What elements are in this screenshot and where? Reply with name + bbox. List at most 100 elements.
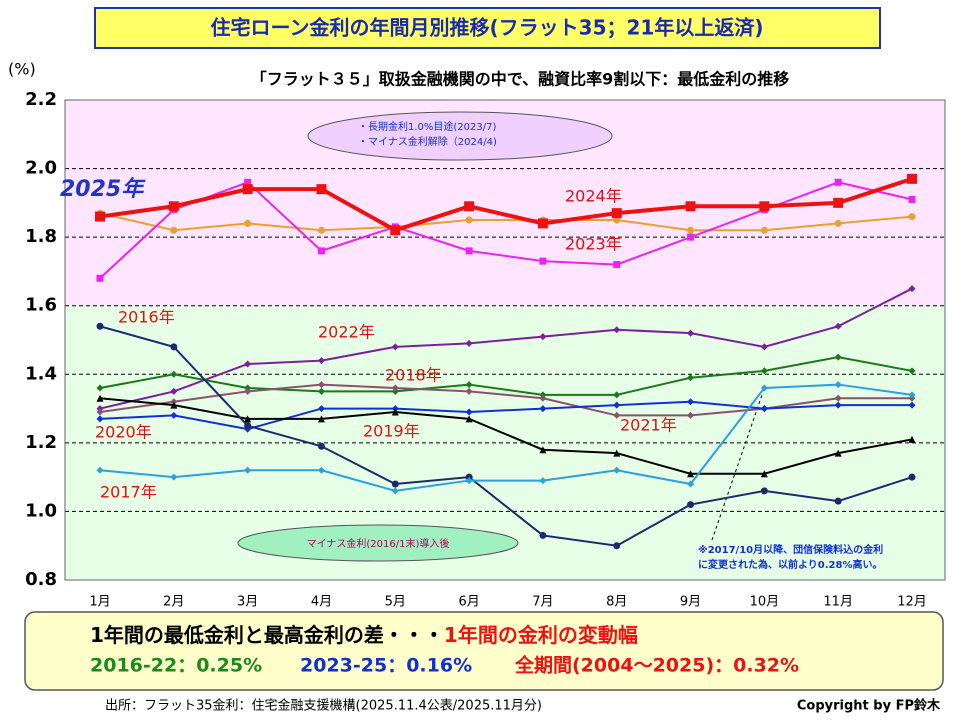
x-tick-label: 2月 — [163, 595, 184, 610]
point — [96, 384, 104, 392]
point — [611, 208, 622, 219]
point — [465, 477, 473, 485]
point — [539, 257, 547, 265]
point — [613, 391, 621, 399]
point — [96, 322, 104, 330]
point — [613, 466, 621, 474]
point — [317, 442, 325, 450]
point — [908, 435, 916, 443]
point — [391, 384, 399, 392]
point — [908, 195, 916, 203]
point — [759, 201, 770, 212]
series-label: 2020年 — [95, 423, 152, 442]
point — [613, 542, 621, 550]
annotation-bubble — [307, 111, 613, 161]
point — [465, 415, 473, 423]
point — [908, 213, 916, 221]
series-label: 2024年 — [565, 187, 622, 206]
point — [539, 477, 547, 485]
subtitle: 「フラット３５」取扱金融機関の中で、融資比率9割以下：最低金利の推移 — [251, 70, 790, 89]
point — [244, 422, 252, 430]
point — [170, 411, 178, 419]
point — [244, 219, 252, 227]
point — [317, 357, 325, 365]
x-tick-label: 3月 — [237, 595, 258, 610]
x-tick-label: 5月 — [385, 595, 406, 610]
point — [242, 184, 253, 195]
x-tick-label: 7月 — [532, 595, 553, 610]
point — [391, 487, 399, 495]
point — [687, 398, 695, 406]
point — [170, 473, 178, 481]
y-tick-label: 1.2 — [25, 432, 57, 453]
x-tick-label: 11月 — [823, 595, 853, 610]
annotation: マイナス金利(2016/1末)導入後 — [307, 537, 450, 550]
series-line — [99, 383, 912, 417]
series-line — [99, 400, 912, 431]
point — [96, 274, 104, 282]
point — [760, 343, 768, 351]
point — [760, 384, 768, 392]
point — [687, 233, 695, 241]
annotation-bubble — [237, 524, 519, 562]
x-tick-label: 8月 — [606, 595, 627, 610]
series-label: 2023年 — [565, 235, 622, 254]
summary-heading-red: 1年間の金利の変動幅 — [444, 623, 638, 647]
point — [95, 211, 105, 222]
source: 出所：フラット35金利：住宅金融支援機構(2025.11.4公表/2025.11… — [105, 698, 542, 714]
point — [613, 449, 621, 457]
point — [685, 201, 696, 212]
point — [908, 367, 916, 375]
point — [908, 401, 916, 409]
band-lower — [65, 305, 945, 580]
point — [464, 201, 475, 212]
series-line — [99, 287, 913, 410]
point — [613, 326, 621, 334]
point — [244, 415, 252, 423]
point — [96, 466, 104, 474]
summary-box — [24, 611, 944, 691]
point — [760, 226, 768, 234]
y-tick-label: 1.6 — [25, 295, 57, 316]
y-tick-label: 1.8 — [25, 226, 57, 247]
point — [465, 247, 473, 255]
point — [760, 470, 768, 478]
y-unit: (%) — [8, 60, 36, 79]
point — [539, 531, 547, 539]
point — [316, 184, 327, 195]
plot-frame — [64, 99, 946, 581]
x-tick-label: 6月 — [458, 595, 479, 610]
point — [907, 173, 917, 184]
title-box — [94, 7, 881, 49]
series-line — [99, 176, 913, 233]
summary-heading-text: 1年間の最低金利と最高金利の差・・・ — [90, 623, 444, 647]
annotation: ・長期金利1.0%目途(2023/7) — [358, 120, 496, 133]
point — [465, 216, 473, 224]
copyright: Copyright by FP鈴木 — [797, 698, 941, 714]
annotation: に変更された為、以前より0.28%高い。 — [698, 558, 883, 571]
x-tick-label: 10月 — [750, 595, 780, 610]
y-tick-label: 2.2 — [25, 89, 57, 110]
point — [244, 360, 252, 368]
point — [465, 339, 473, 347]
point — [244, 178, 252, 186]
point — [317, 405, 325, 413]
point — [687, 329, 695, 337]
series-label: 2018年 — [385, 366, 442, 385]
point — [170, 387, 178, 395]
x-tick-label: 9月 — [680, 595, 701, 610]
series-line — [99, 325, 913, 547]
point — [687, 501, 695, 509]
summary-item: 2023-25：0.16% — [300, 655, 472, 677]
point — [317, 381, 325, 389]
point — [317, 387, 325, 395]
point — [834, 322, 842, 330]
series-label: 2019年 — [363, 422, 420, 441]
annotation: ※2017/10月以降、団信保険料込の金利 — [698, 543, 883, 556]
point — [833, 197, 844, 208]
point — [613, 216, 621, 224]
series-line — [99, 356, 913, 396]
point — [834, 219, 842, 227]
y-tick-label: 1.0 — [25, 500, 57, 521]
